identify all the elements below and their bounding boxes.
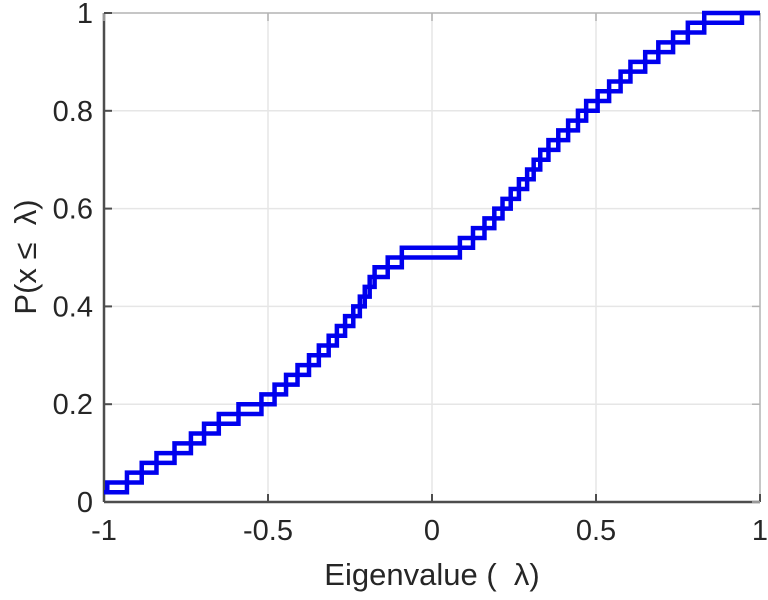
x-tick-label: 0	[424, 515, 440, 547]
ecdf-stairs-pre-path	[104, 10, 760, 495]
y-tick-label: 0.4	[53, 291, 93, 323]
y-tick-label: 0.6	[53, 194, 93, 226]
x-tick-label: 1	[752, 515, 768, 547]
x-tick-label: -1	[91, 515, 117, 547]
x-tick-label: -0.5	[243, 515, 293, 547]
ecdf-stairs-post-path	[104, 10, 760, 495]
y-tick-label: 0.2	[53, 389, 93, 421]
y-tick-label: 0.8	[53, 96, 93, 128]
y-tick-label: 0	[77, 487, 93, 519]
x-tick-label: 0.5	[576, 515, 616, 547]
y-tick-label: 1	[77, 0, 93, 30]
